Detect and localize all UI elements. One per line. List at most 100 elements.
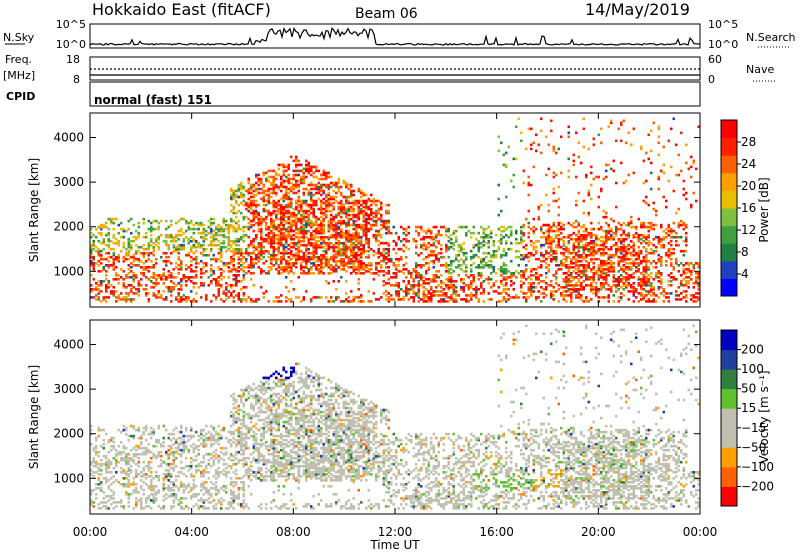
power-cell <box>200 221 203 225</box>
power-cell <box>105 270 108 273</box>
power-cell <box>667 179 670 183</box>
power-cell <box>582 249 585 253</box>
power-cell <box>455 253 458 257</box>
power-cell <box>170 288 173 291</box>
power-cell <box>557 288 560 291</box>
power-cell <box>682 239 685 243</box>
power-cell <box>210 229 213 233</box>
power-cell <box>180 286 183 289</box>
power-cell <box>232 278 235 281</box>
power-cell <box>280 239 283 243</box>
power-cell <box>287 290 290 293</box>
power-cell <box>315 249 318 253</box>
power-cell <box>167 274 170 277</box>
power-cell <box>557 227 560 231</box>
velocity-cell <box>115 462 118 466</box>
power-cell <box>397 290 400 293</box>
power-cell <box>427 268 430 271</box>
power-cell <box>232 259 235 263</box>
power-cell <box>637 251 640 255</box>
power-cell <box>632 225 635 229</box>
velocity-cell <box>112 456 115 460</box>
power-cell <box>592 233 595 237</box>
power-cell <box>295 259 298 263</box>
power-cell <box>267 241 270 245</box>
power-colorbar-swatch <box>721 120 737 139</box>
power-cell <box>127 253 130 257</box>
power-cell <box>420 237 423 241</box>
power-cell <box>640 249 643 253</box>
power-cell <box>122 245 125 249</box>
velocity-cell <box>120 505 123 508</box>
power-cell <box>417 300 420 303</box>
power-cell <box>465 284 468 287</box>
power-cell <box>687 167 690 171</box>
power-cell <box>267 195 270 199</box>
power-cell <box>527 209 530 213</box>
power-cell <box>100 257 103 261</box>
power-cell <box>185 235 188 239</box>
power-cell <box>502 249 505 253</box>
power-cell <box>185 280 188 283</box>
power-cell <box>480 259 483 263</box>
power-cell <box>315 264 318 267</box>
power-cell <box>575 237 578 241</box>
power-cell <box>507 225 510 229</box>
power-cell <box>410 276 413 279</box>
power-cell <box>577 191 580 195</box>
power-cell <box>505 251 508 255</box>
power-cell <box>697 276 700 279</box>
power-cell <box>155 284 158 287</box>
power-cell <box>237 262 240 265</box>
power-cell <box>587 247 590 251</box>
power-cell <box>562 223 565 227</box>
velocity-cell <box>112 440 115 444</box>
power-cell <box>182 243 185 247</box>
power-cell <box>682 278 685 281</box>
power-cell <box>600 296 603 299</box>
power-cell <box>617 300 620 303</box>
power-cell <box>327 235 330 239</box>
power-cell <box>367 268 370 271</box>
power-cell <box>697 298 700 301</box>
power-cell <box>492 241 495 245</box>
power-cell <box>462 225 465 229</box>
power-cell <box>267 175 270 179</box>
power-cell <box>200 231 203 235</box>
power-cell <box>272 245 275 249</box>
power-cell <box>262 197 265 201</box>
power-cell <box>577 243 580 247</box>
power-cell <box>367 243 370 247</box>
power-cell <box>295 201 298 205</box>
power-cell <box>342 179 345 183</box>
power-cell <box>615 181 618 185</box>
power-cell <box>360 189 363 193</box>
power-cell <box>147 219 150 223</box>
power-cell <box>310 211 313 215</box>
power-cell <box>175 296 178 299</box>
power-cell <box>627 274 630 277</box>
power-cell <box>620 233 623 237</box>
power-cell <box>330 272 333 275</box>
power-cell <box>550 247 553 251</box>
power-cell <box>360 262 363 265</box>
power-cell <box>275 177 278 181</box>
power-cell <box>212 257 215 261</box>
power-cell <box>115 300 118 303</box>
power-cell <box>312 213 315 217</box>
power-cell <box>275 213 278 217</box>
power-cell <box>357 259 360 263</box>
power-cell <box>555 229 558 233</box>
power-cell <box>145 251 148 255</box>
power-cell <box>280 229 283 233</box>
power-cell <box>360 237 363 241</box>
power-cell <box>230 268 233 271</box>
power-cell <box>275 209 278 213</box>
power-cell <box>637 257 640 261</box>
power-cell <box>585 259 588 263</box>
power-cell <box>497 149 500 153</box>
power-cell <box>360 195 363 199</box>
power-cell <box>102 225 105 229</box>
power-cell <box>645 282 648 285</box>
power-cell <box>415 276 418 279</box>
